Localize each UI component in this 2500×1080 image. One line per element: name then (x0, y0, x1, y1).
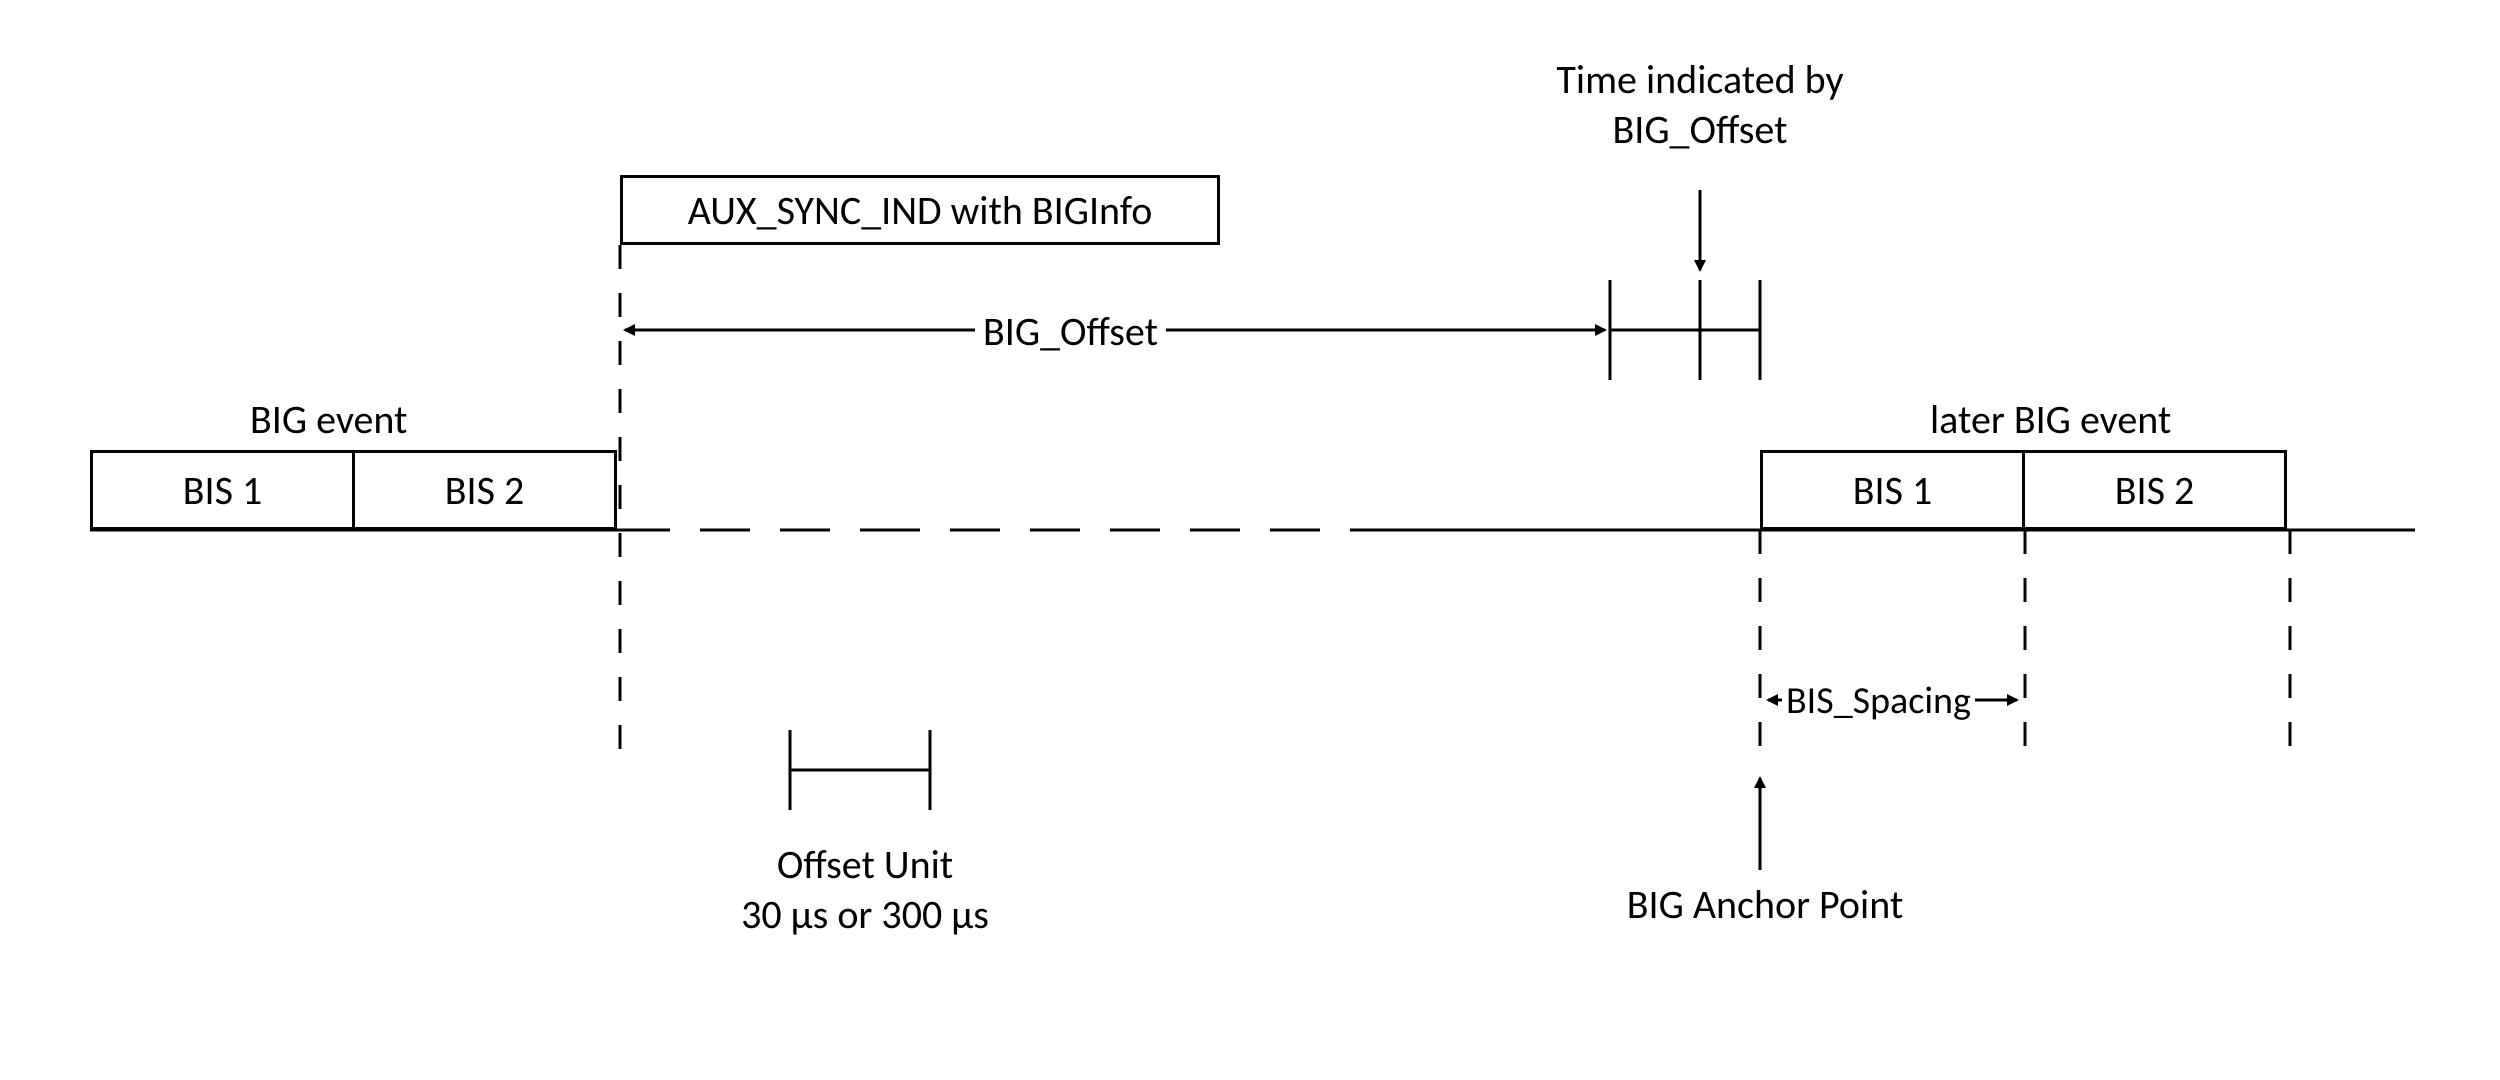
bis1-right-box: BIS 1 (1760, 450, 2025, 530)
time-indicated-label-l1: Time indicated by (1530, 55, 1870, 104)
bis1-left-label: BIS 1 (183, 466, 263, 515)
time-indicated-label-l2: BIG_Offset (1530, 105, 1870, 154)
bis2-right-box: BIS 2 (2022, 450, 2287, 530)
big-timing-diagram: Time indicated by BIG_Offset AUX_SYNC_IN… (0, 0, 2500, 1080)
bis1-right-label: BIS 1 (1853, 466, 1933, 515)
bis2-right-label: BIS 2 (2115, 466, 2195, 515)
aux-sync-box: AUX_SYNC_IND with BIGInfo (620, 175, 1220, 245)
bis2-left-box: BIS 2 (352, 450, 617, 530)
diagram-svg (0, 0, 2500, 1080)
offset-unit-label-l2: 30 µs or 300 µs (700, 890, 1030, 939)
bis-spacing-label: BIS_Spacing (1782, 678, 1975, 724)
anchor-point-label: BIG Anchor Point (1600, 880, 1930, 929)
offset-unit-label-l1: Offset Unit (750, 840, 980, 889)
bis1-left-box: BIS 1 (90, 450, 355, 530)
bis2-left-label: BIS 2 (445, 466, 525, 515)
big-event-right-label: later BIG event (1930, 395, 2171, 444)
aux-sync-label: AUX_SYNC_IND with BIGInfo (688, 186, 1153, 235)
big-event-left-label: BIG event (250, 395, 407, 444)
big-offset-label: BIG_Offset (975, 307, 1166, 356)
